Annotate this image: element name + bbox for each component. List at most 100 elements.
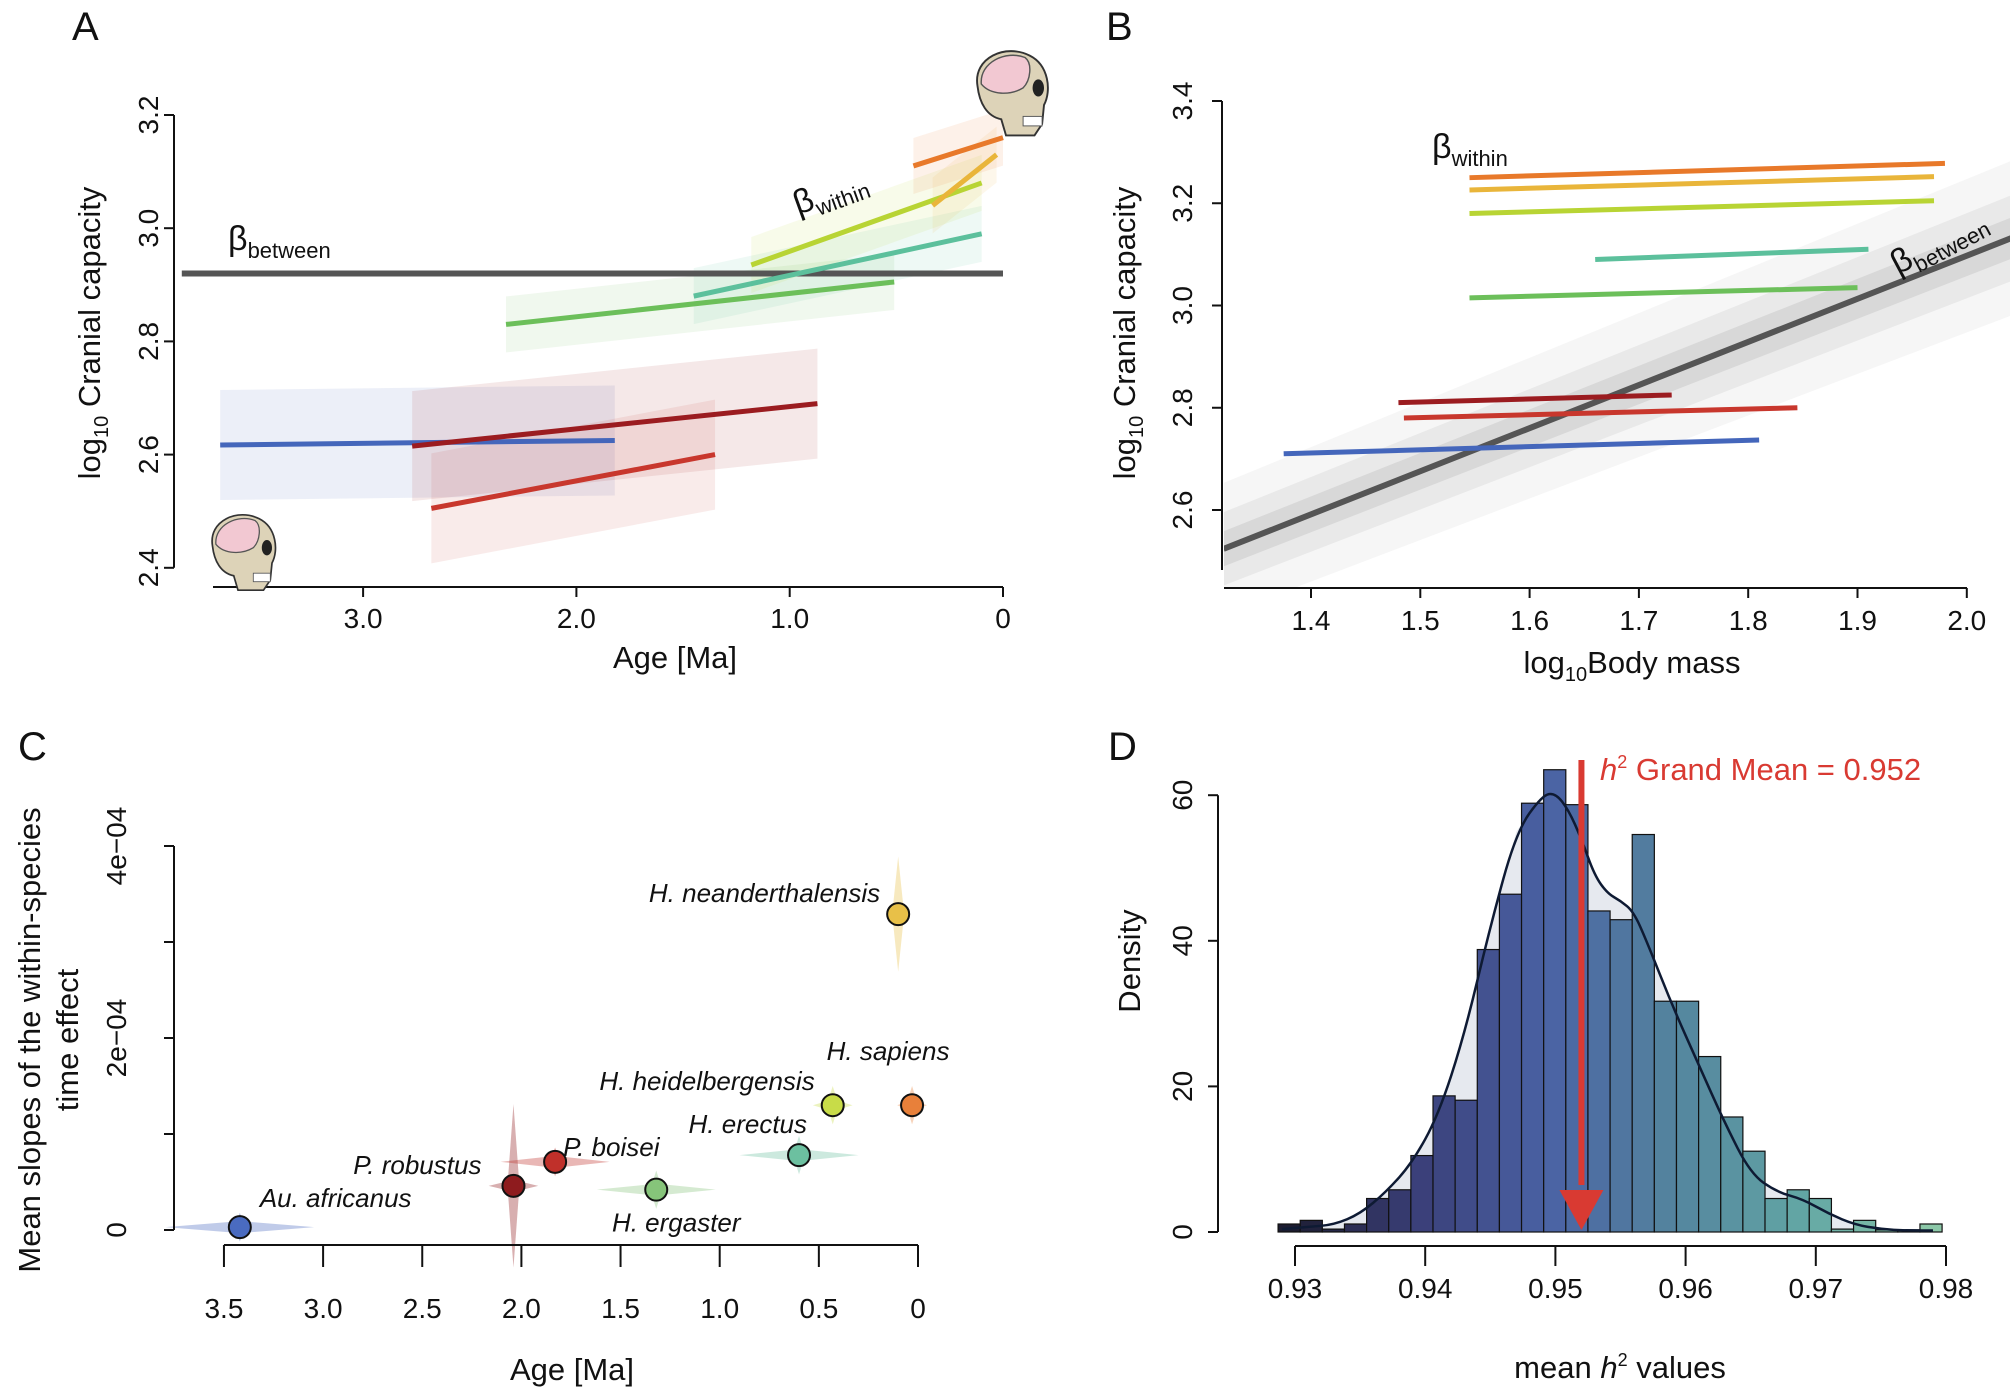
panel-a-chart: 2.4 2.6 2.8 3.0 3.2 3.0 2.0 1.0 0 Age [Ma] log10 C… — [72, 50, 1049, 675]
posterior-band-group — [1224, 161, 2010, 588]
x-tick-label: 1.0 — [770, 603, 809, 634]
species-label: H. ergaster — [612, 1208, 742, 1238]
y-tick-label: 3.0 — [133, 209, 164, 248]
h-italic: h — [1600, 1350, 1617, 1385]
species-point — [820, 1093, 845, 1118]
panel-label-d: D — [1108, 725, 1137, 769]
species-point — [644, 1177, 669, 1202]
y-tick-label: 2.8 — [1167, 388, 1198, 427]
x-tick-label: 0.5 — [799, 1293, 838, 1324]
panel-label-c: C — [18, 725, 47, 769]
ape-skull-icon — [211, 514, 277, 592]
y-tick-label: 3.2 — [133, 96, 164, 135]
y-tick-label: 3.2 — [1167, 184, 1198, 223]
species-point — [787, 1143, 812, 1168]
x-tick-label: 0 — [995, 603, 1011, 634]
grand-mean-label: h2 Grand Mean = 0.952 — [1600, 752, 1921, 787]
y-tick-label: 0 — [1167, 1224, 1198, 1240]
y-tick-label: 4e−04 — [101, 807, 132, 886]
panel-label-a: A — [72, 5, 99, 49]
y-axis-label: log10 Cranial capacity — [1107, 186, 1148, 479]
within-species-line — [912, 135, 1004, 169]
histogram-bar — [1742, 1150, 1766, 1233]
y-tick-label: 0 — [101, 1222, 132, 1238]
y-tick-label: 2e−04 — [101, 999, 132, 1078]
within-species-line — [1403, 405, 1798, 421]
y-tick-label: 2.6 — [1167, 491, 1198, 530]
x-tick-label: 2.0 — [1947, 605, 1986, 636]
x-tick-label: 1.7 — [1619, 605, 1658, 636]
x-tick-label: 3.0 — [304, 1293, 343, 1324]
x-tick-label: 1.4 — [1292, 605, 1331, 636]
x-tick-label: 0.97 — [1789, 1273, 1844, 1304]
within-species-line — [1469, 285, 1858, 301]
y-tick-label: 2.8 — [133, 322, 164, 361]
x-tick-label: 3.0 — [344, 603, 383, 634]
histogram-bar — [1410, 1154, 1434, 1233]
histogram-bar — [1698, 1055, 1722, 1233]
density-curve — [1281, 792, 1933, 1232]
x-tick-label: 0.93 — [1268, 1273, 1323, 1304]
y-tick-label: 20 — [1167, 1071, 1198, 1102]
x-tick-label: 0.95 — [1528, 1273, 1583, 1304]
y-axis-label: log10 Cranial capacity — [72, 186, 113, 479]
y-label-sub: 10 — [1126, 416, 1148, 438]
x-label-pre: mean — [1514, 1350, 1600, 1385]
y-axis-label-line2: time effect — [50, 968, 85, 1111]
h-italic: h — [1600, 752, 1617, 787]
beta-subscript: within — [1451, 146, 1508, 171]
within-species-line — [411, 401, 818, 449]
y-label-log: log — [1107, 438, 1142, 479]
species-label: H. sapiens — [827, 1036, 950, 1066]
panel-label-b: B — [1106, 5, 1133, 49]
histogram-bar — [1587, 910, 1611, 1233]
superscript: 2 — [1617, 752, 1627, 772]
y-label-sub: 10 — [91, 416, 113, 438]
x-tick-label: 0.96 — [1658, 1273, 1713, 1304]
histogram-bar — [1388, 1189, 1412, 1233]
skull-orbit — [261, 540, 272, 556]
y-tick-label: 60 — [1167, 780, 1198, 811]
species-label: H. heidelbergensis — [599, 1066, 814, 1096]
skull-brain — [215, 517, 260, 554]
between-species-line — [1224, 235, 2010, 552]
species-point — [227, 1215, 252, 1240]
species-point — [886, 902, 911, 927]
within-species-line — [1595, 246, 1869, 262]
histogram-bar — [1830, 1228, 1855, 1233]
y-axis-label-line1: Mean slopes of the within-species — [12, 807, 47, 1272]
species-point — [501, 1173, 526, 1198]
species-point — [900, 1093, 925, 1118]
histogram-bar — [1764, 1197, 1788, 1233]
species-label: P. robustus — [353, 1150, 481, 1180]
y-label-rest: Cranial capacity — [1107, 186, 1142, 416]
within-species-line — [1469, 198, 1935, 216]
x-tick-label: 1.6 — [1510, 605, 1549, 636]
species-label: H. erectus — [689, 1109, 808, 1139]
mean-arrow-head — [1559, 1190, 1604, 1230]
within-species-line — [1398, 392, 1672, 406]
histogram-bar — [1543, 769, 1567, 1233]
y-tick-label: 2.4 — [133, 548, 164, 587]
x-axis-label: mean h2 values — [1514, 1350, 1726, 1385]
x-tick-label: 1.5 — [601, 1293, 640, 1324]
histogram-bar — [1631, 833, 1655, 1233]
species-label: Au. africanus — [258, 1183, 412, 1213]
histogram-bar — [1454, 1099, 1478, 1233]
within-species-line — [931, 152, 999, 208]
within-species-line — [505, 279, 895, 327]
species-point — [543, 1149, 568, 1174]
histogram-bar — [1565, 804, 1589, 1233]
histogram-bar — [1366, 1197, 1390, 1233]
panel-b-chart: 2.62.83.03.23.41.4 1.5 1.6 1.7 1.8 1.9 2.0log1… — [1107, 82, 2010, 686]
x-label-rest: Body mass — [1587, 645, 1740, 680]
within-species-line — [1283, 437, 1760, 457]
y-label-log: log — [72, 438, 107, 479]
human-skull-icon — [976, 50, 1049, 137]
x-label-post: values — [1628, 1350, 1726, 1385]
x-tick-label: 3.5 — [204, 1293, 243, 1324]
beta-between-label: βbetween — [228, 220, 331, 263]
y-tick-label: 3.0 — [1167, 286, 1198, 325]
